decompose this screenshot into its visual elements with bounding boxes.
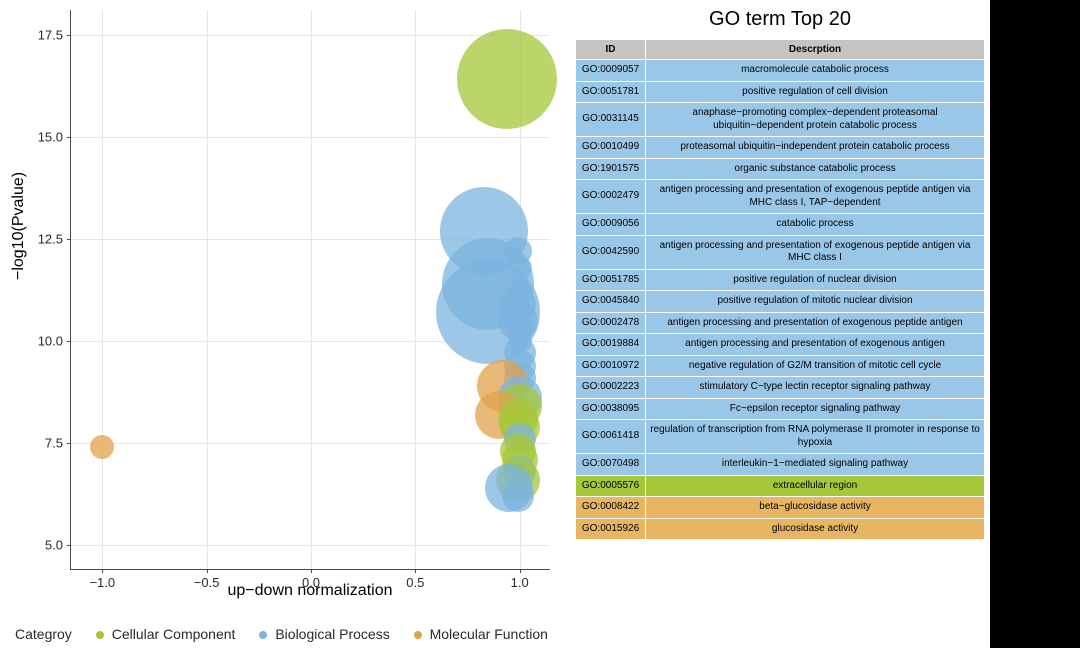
y-tick-label: 15.0 [38, 129, 63, 144]
legend-dot-mf [414, 631, 422, 639]
go-desc-cell: interleukin−1−mediated signaling pathway [646, 454, 985, 476]
go-desc-cell: antigen processing and presentation of e… [646, 334, 985, 356]
table-row: GO:0061418regulation of transcription fr… [576, 420, 985, 454]
legend-label-mf: Molecular Function [430, 626, 548, 642]
go-desc-cell: antigen processing and presentation of e… [646, 235, 985, 269]
bubble-point [457, 29, 557, 129]
go-id-cell: GO:0008422 [576, 497, 646, 519]
go-id-cell: GO:0051781 [576, 81, 646, 103]
table-row: GO:0002478antigen processing and present… [576, 312, 985, 334]
go-id-cell: GO:0010972 [576, 355, 646, 377]
go-desc-cell: negative regulation of G2/M transition o… [646, 355, 985, 377]
table-row: GO:0005576extracellular region [576, 475, 985, 497]
table-row: GO:0002479antigen processing and present… [576, 180, 985, 214]
figure-layout: −log10(Pvalue) 5.07.510.012.515.017.5−1.… [0, 0, 1080, 648]
y-axis-label: −log10(Pvalue) [10, 172, 28, 280]
go-desc-cell: antigen processing and presentation of e… [646, 312, 985, 334]
go-desc-cell: positive regulation of cell division [646, 81, 985, 103]
table-row: GO:0008422beta−glucosidase activity [576, 497, 985, 519]
go-id-cell: GO:1901575 [576, 158, 646, 180]
y-tick-label: 10.0 [38, 334, 63, 349]
go-id-cell: GO:0038095 [576, 398, 646, 420]
legend-item-bp: Biological Process [251, 626, 389, 642]
go-desc-cell: proteasomal ubiquitin−independent protei… [646, 137, 985, 159]
go-id-cell: GO:0009056 [576, 214, 646, 236]
go-id-cell: GO:0002479 [576, 180, 646, 214]
y-tick-label: 17.5 [38, 27, 63, 42]
go-desc-cell: glucosidase activity [646, 518, 985, 540]
table-row: GO:0051785positive regulation of nuclear… [576, 269, 985, 291]
table-row: GO:0015926glucosidase activity [576, 518, 985, 540]
table-row: GO:0019884antigen processing and present… [576, 334, 985, 356]
table-row: GO:0051781positive regulation of cell di… [576, 81, 985, 103]
legend-label-bp: Biological Process [275, 626, 389, 642]
legend-dot-bp [259, 631, 267, 639]
go-desc-cell: positive regulation of mitotic nuclear d… [646, 291, 985, 313]
table-row: GO:1901575organic substance catabolic pr… [576, 158, 985, 180]
bubble-point [502, 480, 534, 512]
go-desc-cell: antigen processing and presentation of e… [646, 180, 985, 214]
go-id-cell: GO:0015926 [576, 518, 646, 540]
y-tick-label: 12.5 [38, 231, 63, 246]
go-id-cell: GO:0051785 [576, 269, 646, 291]
go-desc-cell: Fc−epsilon receptor signaling pathway [646, 398, 985, 420]
go-id-cell: GO:0005576 [576, 475, 646, 497]
go-desc-cell: anaphase−promoting complex−dependent pro… [646, 103, 985, 137]
y-tick-label: 5.0 [45, 538, 63, 553]
go-desc-cell: catabolic process [646, 214, 985, 236]
go-table-panel: GO term Top 20 ID Descrption GO:0009057m… [570, 0, 990, 648]
go-id-cell: GO:0019884 [576, 334, 646, 356]
table-header-row: ID Descrption [576, 40, 985, 60]
legend-dot-cc [96, 631, 104, 639]
go-desc-cell: organic substance catabolic process [646, 158, 985, 180]
go-id-cell: GO:0061418 [576, 420, 646, 454]
go-id-cell: GO:0045840 [576, 291, 646, 313]
table-row: GO:0045840positive regulation of mitotic… [576, 291, 985, 313]
table-row: GO:0009056catabolic process [576, 214, 985, 236]
bubble-point [90, 435, 114, 459]
go-desc-cell: positive regulation of nuclear division [646, 269, 985, 291]
table-row: GO:0002223stimulatory C−type lectin rece… [576, 377, 985, 399]
go-desc-cell: extracellular region [646, 475, 985, 497]
plot-area: 5.07.510.012.515.017.5−1.0−0.50.00.51.0 [70, 10, 550, 570]
go-id-cell: GO:0042590 [576, 235, 646, 269]
bubble-chart-panel: −log10(Pvalue) 5.07.510.012.515.017.5−1.… [0, 0, 570, 648]
legend-item-cc: Cellular Component [88, 626, 236, 642]
legend-item-mf: Molecular Function [406, 626, 548, 642]
table-header-desc: Descrption [646, 40, 985, 60]
x-axis-label: up−down normalization [70, 582, 550, 600]
go-desc-cell: stimulatory C−type lectin receptor signa… [646, 377, 985, 399]
gridline-v [207, 10, 208, 569]
go-id-cell: GO:0009057 [576, 60, 646, 82]
go-id-cell: GO:0002223 [576, 377, 646, 399]
gridline-v [311, 10, 312, 569]
table-row: GO:0031145anaphase−promoting complex−dep… [576, 103, 985, 137]
go-id-cell: GO:0031145 [576, 103, 646, 137]
table-header-id: ID [576, 40, 646, 60]
legend-title: Categroy [15, 626, 72, 642]
table-row: GO:0010972negative regulation of G2/M tr… [576, 355, 985, 377]
table-title: GO term Top 20 [575, 8, 985, 31]
table-row: GO:0009057macromolecule catabolic proces… [576, 60, 985, 82]
gridline-v [102, 10, 103, 569]
table-row: GO:0042590antigen processing and present… [576, 235, 985, 269]
legend-label-cc: Cellular Component [112, 626, 236, 642]
gridline-v [415, 10, 416, 569]
go-desc-cell: regulation of transcription from RNA pol… [646, 420, 985, 454]
go-id-cell: GO:0002478 [576, 312, 646, 334]
table-row: GO:0070498interleukin−1−mediated signali… [576, 454, 985, 476]
go-id-cell: GO:0010499 [576, 137, 646, 159]
category-legend: Categroy Cellular Component Biological P… [15, 626, 548, 642]
go-term-table: ID Descrption GO:0009057macromolecule ca… [575, 39, 985, 540]
table-row: GO:0010499proteasomal ubiquitin−independ… [576, 137, 985, 159]
go-id-cell: GO:0070498 [576, 454, 646, 476]
table-row: GO:0038095Fc−epsilon receptor signaling … [576, 398, 985, 420]
go-desc-cell: macromolecule catabolic process [646, 60, 985, 82]
go-desc-cell: beta−glucosidase activity [646, 497, 985, 519]
y-tick-label: 7.5 [45, 436, 63, 451]
right-black-strip [990, 0, 1080, 648]
